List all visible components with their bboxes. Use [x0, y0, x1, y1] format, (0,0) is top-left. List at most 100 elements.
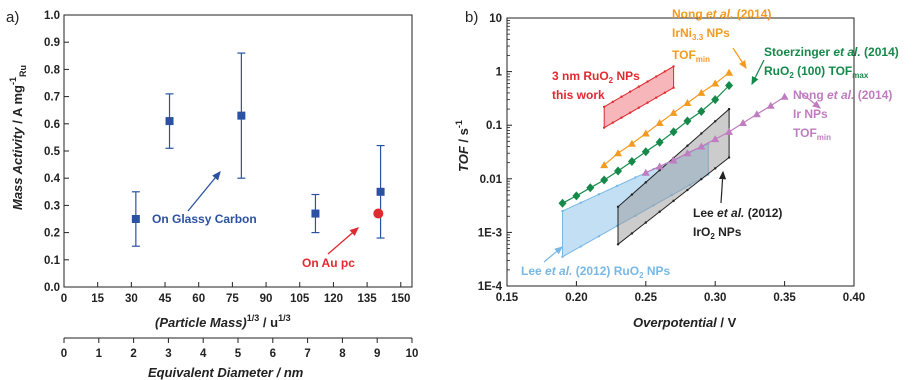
- secondary-x-tick-label: 7: [304, 348, 310, 360]
- band-edge-point: [579, 245, 582, 248]
- annotation-nong-ir-2: Ir NPs: [793, 107, 828, 121]
- series-line: [603, 72, 730, 166]
- panel-a-secondary-x-axis: 0 1 2 3 4 5 6 7 8 9 10: [61, 337, 419, 360]
- y-tick-label: 0.1: [44, 255, 61, 267]
- annotation-stoerzinger-1: Stoerzinger et al. (2014): [764, 45, 899, 59]
- band-edge-point: [611, 121, 615, 124]
- band-edge-point: [727, 107, 731, 111]
- panel-a: a) 0.00.10.20.30.40.50.60.70.80.91.0 0 15…: [6, 9, 418, 380]
- series-point: [711, 79, 720, 87]
- data-point-glassy-carbon: [311, 209, 320, 218]
- arrow-lee-iro2: [718, 170, 727, 204]
- band-edge-point: [663, 91, 667, 94]
- band-edge-point: [700, 132, 703, 135]
- panel-a-x-axis: 0 15 30 45 60 75 90 105 120 135 150: [61, 282, 410, 305]
- panel-b-y-axis: 1E-4 1E-3 0.01 0.1 1 10: [478, 13, 512, 293]
- annotation-ruo2-this-work-2: this work: [552, 88, 605, 102]
- annotation-stoerzinger-2: RuO2 (100) TOFmax: [764, 64, 869, 80]
- band-edge-point: [561, 255, 564, 259]
- x-tick-label: 75: [226, 293, 239, 305]
- y-tick-label: 0.9: [44, 37, 60, 49]
- band-edge-point: [637, 85, 641, 88]
- series-point: [697, 142, 706, 150]
- panel-b-label: b): [465, 9, 478, 26]
- secondary-x-tick-label: 10: [406, 348, 419, 360]
- x-tick-label: 30: [125, 293, 138, 305]
- y-tick-label: 0.0: [44, 282, 60, 294]
- secondary-x-tick-label: 6: [270, 348, 276, 360]
- band-edge-point: [579, 201, 582, 204]
- band-edge-point: [620, 116, 623, 119]
- secondary-x-tick-label: 1: [96, 348, 103, 360]
- series-point: [614, 149, 623, 157]
- annotation-nong-irni-1: Nong et al. (2014): [672, 7, 771, 21]
- data-point-glassy-carbon: [165, 117, 174, 126]
- band-edge-point: [602, 105, 606, 109]
- band-edge-point: [658, 210, 661, 213]
- y-tick-label: 10: [489, 13, 502, 25]
- series-point: [780, 92, 789, 100]
- panel-a-y-axis-title: Mass Activity / A mg-1Ru: [8, 65, 28, 210]
- series-point: [711, 135, 720, 143]
- series-point: [683, 98, 692, 106]
- annotation-nong-irni-3: TOFmin: [672, 48, 710, 64]
- band-edge-point: [630, 193, 634, 196]
- x-tick-label: 15: [91, 293, 104, 305]
- y-tick-label: 0.4: [44, 173, 61, 185]
- band-edge-point: [602, 126, 606, 129]
- series-point: [669, 156, 678, 164]
- band-edge-point: [655, 75, 658, 78]
- panel-a-secondary-axis-title: Equivalent Diameter / nm: [148, 365, 304, 380]
- series-point: [655, 137, 664, 147]
- band-edge-point: [727, 156, 731, 159]
- secondary-x-tick-label: 3: [165, 348, 171, 360]
- x-tick-label: 150: [391, 293, 410, 305]
- band-edge-point: [672, 65, 675, 68]
- x-tick-label: 0.35: [773, 292, 796, 304]
- series-point: [711, 95, 720, 105]
- x-tick-label: 0.15: [496, 292, 519, 304]
- x-tick-label: 0.25: [635, 292, 658, 304]
- series-point: [627, 157, 636, 167]
- y-tick-label: 0.7: [44, 92, 60, 104]
- secondary-x-tick-label: 5: [235, 348, 242, 360]
- series-point: [752, 110, 761, 118]
- series-point: [725, 68, 734, 76]
- band-edge-point: [686, 188, 689, 192]
- band-edge-point: [561, 209, 564, 213]
- series-point: [641, 168, 650, 176]
- y-tick-label: 1E-3: [478, 227, 502, 239]
- x-tick-label: 120: [324, 293, 343, 305]
- series-point: [697, 88, 706, 96]
- band-edge-point: [658, 168, 661, 172]
- y-tick-label: 0.5: [44, 146, 61, 158]
- band-edge-point: [672, 86, 675, 89]
- band-edge-point: [714, 120, 717, 123]
- band-edge-point: [672, 199, 675, 203]
- series-point: [725, 81, 734, 91]
- panel-a-label: a): [6, 9, 19, 26]
- band-edge-point: [628, 90, 632, 93]
- series-point: [627, 139, 636, 147]
- series-point: [600, 175, 609, 185]
- band-edge-point: [630, 232, 634, 235]
- x-tick-label: 60: [192, 293, 205, 305]
- band-edge-point: [686, 144, 689, 147]
- series-point: [641, 129, 650, 137]
- x-tick-label: 0.20: [565, 292, 587, 304]
- band-edge-point: [616, 205, 620, 209]
- panel-b-x-axis: 0.15 0.20 0.25 0.30 0.35 0.40: [496, 281, 865, 304]
- series-point: [655, 118, 664, 126]
- panel-b-y-axis-title: TOF / s-1: [454, 120, 471, 172]
- annotation-nong-ir-1: Nong et al. (2014): [793, 88, 892, 102]
- x-tick-label: 0.30: [704, 292, 726, 304]
- secondary-x-tick-label: 9: [374, 348, 380, 360]
- y-tick-label: 1.0: [44, 10, 60, 22]
- arrow-nong-irni: [732, 47, 747, 70]
- arrow-glassy-carbon: [187, 170, 221, 212]
- x-tick-label: 0.40: [843, 292, 865, 304]
- series-point: [586, 183, 595, 193]
- series-point: [683, 149, 692, 157]
